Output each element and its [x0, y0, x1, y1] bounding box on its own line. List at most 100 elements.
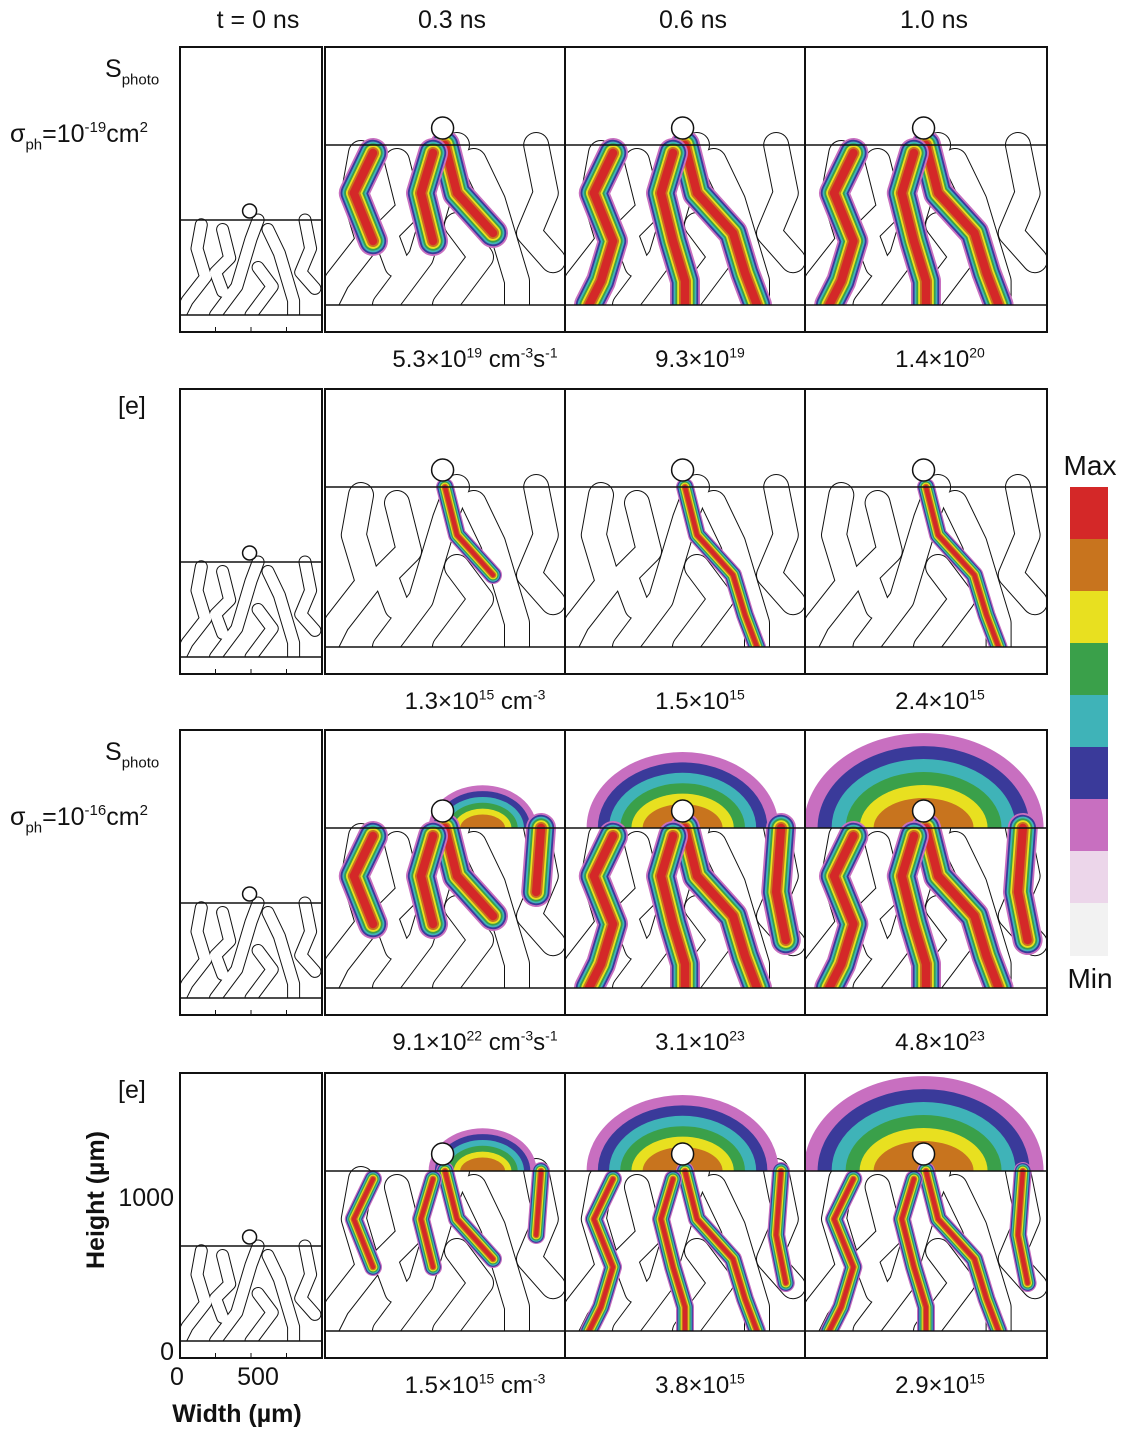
panel: [805, 47, 1047, 332]
superscript: -1: [545, 344, 558, 360]
maze-fill: [210, 897, 264, 1004]
label: 1.3×1015​ cm-3​: [405, 686, 546, 715]
dielectric-gap: [805, 305, 1047, 332]
subscript: ph: [25, 137, 42, 154]
maze-fill: [853, 149, 902, 277]
colorbar: [1070, 487, 1108, 956]
label: Sphoto​: [105, 55, 159, 89]
electrode: [241, 886, 258, 902]
streamer: [899, 1176, 929, 1334]
colorbar-segment: [1070, 539, 1108, 592]
streamer: [416, 148, 438, 246]
maze-fill: [433, 896, 493, 1000]
electrode: [911, 1142, 936, 1166]
electrode: [241, 203, 258, 219]
maze-fill: [210, 224, 236, 297]
maze-fill: [433, 555, 493, 659]
colorbar-min: Min: [1067, 963, 1112, 994]
text-part: [e]: [118, 1076, 146, 1104]
label: 3.1×1023​: [655, 1027, 745, 1056]
text-part: cm: [482, 346, 521, 373]
superscript: 2: [140, 802, 148, 819]
maze-fill: [245, 945, 278, 1004]
text-part: cm: [106, 120, 139, 148]
text-part: =10: [42, 120, 84, 148]
streamer: [897, 831, 931, 993]
superscript: 23: [969, 1027, 985, 1043]
streamer: [584, 831, 618, 993]
maze-fill: [210, 214, 264, 321]
streamer: [440, 140, 498, 238]
text-part: cm: [106, 803, 139, 831]
label: σph​=10-16​cm2​: [10, 802, 148, 837]
maze-fill: [210, 1240, 264, 1347]
text-part: [e]: [118, 392, 146, 420]
column-header: t = 0 ns: [217, 6, 300, 34]
text-part: 2.4×10: [895, 688, 969, 715]
label: [e]: [118, 392, 146, 420]
streamer: [349, 831, 378, 929]
label: 2.9×1015​: [895, 1370, 985, 1399]
colorbar-segment: [1070, 643, 1108, 696]
text-part: S: [105, 738, 122, 766]
label: 9.1×1022​ cm-3​s-1​: [392, 1027, 557, 1056]
maze-fill: [565, 483, 621, 659]
text-part: 3.1×10: [655, 1029, 729, 1056]
streamer: [772, 823, 790, 945]
maze-fill: [998, 133, 1047, 273]
panel: [565, 47, 805, 332]
maze-fill: [373, 149, 421, 277]
label: 3.8×1015​: [655, 1370, 745, 1399]
streamer: [923, 484, 1001, 650]
y-tick-label: 1000: [118, 1184, 174, 1212]
streamer: [351, 1176, 376, 1270]
panel-frame: [804, 388, 1048, 675]
maze-fill: [914, 555, 975, 659]
label: 4.8×1023​: [895, 1027, 985, 1056]
maze-fill: [373, 832, 421, 960]
panel: [565, 1073, 805, 1358]
maze-fill: [325, 483, 381, 659]
maze-fill: [853, 491, 902, 619]
maze-fill: [757, 133, 805, 273]
text-part: 4.8×10: [895, 1029, 969, 1056]
streamer: [825, 148, 858, 310]
superscript: 15: [969, 1370, 985, 1386]
maze-fill: [210, 556, 264, 663]
streamer: [682, 1168, 760, 1334]
electrode: [670, 116, 695, 140]
streamer: [532, 823, 546, 897]
streamer: [774, 1168, 788, 1286]
panel: [325, 389, 565, 674]
superscript: 19: [729, 344, 745, 360]
panel: [325, 1073, 565, 1358]
maze-fill: [262, 1250, 300, 1347]
maze-fill: [295, 1240, 321, 1320]
text-part: 9.3×10: [655, 346, 729, 373]
maze-fill: [517, 475, 565, 615]
label: 2.4×1015​: [895, 686, 985, 715]
text-part: cm: [494, 1372, 533, 1399]
panels: [179, 46, 1048, 1359]
text-part: 2.9×10: [895, 1372, 969, 1399]
maze-fill: [373, 1175, 421, 1303]
y-axis-label: Height (µm): [82, 1131, 110, 1269]
superscript: 15: [969, 686, 985, 702]
streamer: [586, 1176, 616, 1334]
colorbar-segment: [1070, 695, 1108, 748]
superscript: -3: [533, 686, 546, 702]
dielectric-gap: [565, 305, 805, 332]
superscript: -3: [533, 1370, 546, 1386]
electrode: [911, 458, 936, 482]
panel: [180, 730, 322, 1015]
streamer: [923, 1168, 1001, 1334]
superscript: 20: [969, 344, 985, 360]
column-header: 0.3 ns: [418, 6, 486, 34]
electrode: [911, 116, 936, 140]
superscript: 22: [466, 1027, 482, 1043]
panel: [325, 730, 565, 1015]
text-part: 3.8×10: [655, 1372, 729, 1399]
streamer: [921, 140, 1003, 310]
streamer: [1013, 823, 1032, 945]
